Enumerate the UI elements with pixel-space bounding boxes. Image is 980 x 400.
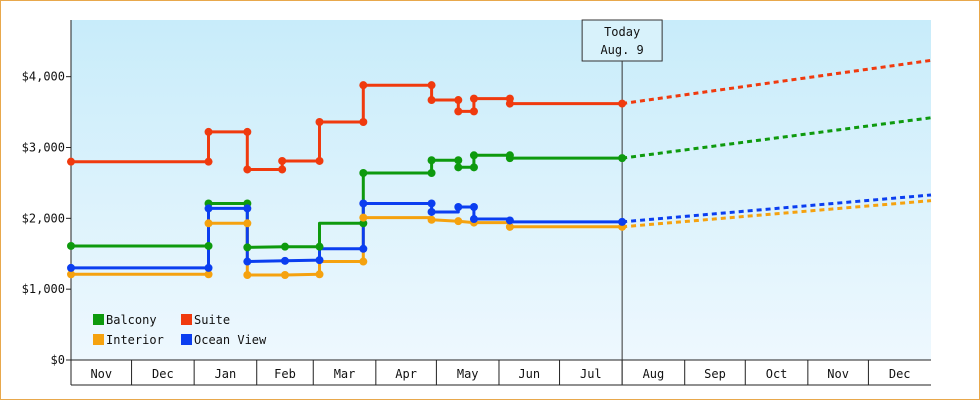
data-point-suite [359,118,368,126]
data-point-balcony [505,154,514,163]
data-point-balcony [454,156,463,165]
data-point-suite [67,157,75,166]
data-point-interior [505,222,514,231]
data-point-suite [315,118,324,126]
data-point-ocean-view [469,203,478,211]
data-point-suite [243,127,252,136]
data-point-ocean-view [427,199,436,208]
month-label: Jul [580,367,602,381]
data-point-ocean-view [204,263,213,272]
data-point-suite [315,156,324,165]
data-point-suite [469,107,478,116]
legend-swatch [181,334,192,345]
data-point-balcony [427,169,436,177]
data-point-interior [359,213,368,222]
data-point-balcony [359,219,368,228]
month-label: Aug [643,367,665,381]
month-label: Dec [152,367,174,381]
data-point-balcony [280,242,289,251]
data-point-balcony [67,241,75,250]
legend-label: Balcony [106,313,157,327]
month-label: Dec [889,367,911,381]
data-point-ocean-view [243,257,252,266]
data-point-ocean-view [204,204,213,213]
data-point-interior [427,215,436,224]
plot-background [71,20,931,360]
data-point-balcony [315,242,324,251]
forecast-line-ocean-view [621,193,932,224]
data-point-ocean-view [618,217,627,226]
y-tick-label: $4,000 [22,70,65,84]
today-label: Today [604,25,640,39]
data-point-balcony [204,241,213,250]
data-point-ocean-view [67,263,75,272]
data-point-ocean-view [315,256,324,265]
data-point-interior [204,270,213,279]
legend-label: Ocean View [194,333,267,347]
forecast-line-balcony [621,116,932,160]
legend-label: Interior [106,333,164,347]
legend-swatch [93,334,104,345]
data-point-balcony [618,154,627,163]
today-box [581,19,663,62]
data-point-interior [280,271,289,279]
data-point-suite [454,96,463,105]
data-point-suite [505,99,514,108]
y-tick-label: $3,000 [22,141,65,155]
data-point-interior [204,219,213,228]
data-point-ocean-view [243,204,252,213]
data-point-interior [243,219,252,228]
today-date: Aug. 9 [600,43,643,57]
data-point-suite [454,107,463,116]
data-point-balcony [243,243,252,252]
data-point-ocean-view [280,256,289,265]
data-point-suite [469,94,478,103]
forecast-line-interior [621,199,932,229]
month-label: May [457,367,479,381]
data-point-interior [454,217,463,226]
data-point-ocean-view [469,215,478,224]
data-point-ocean-view [505,216,514,225]
data-point-balcony [469,163,478,172]
data-point-interior [67,270,75,279]
data-point-suite [359,81,368,90]
data-point-ocean-view [454,203,463,211]
legend-swatch [181,314,192,325]
month-label: Apr [395,367,417,381]
data-point-balcony [469,151,478,160]
data-point-suite [278,156,287,165]
month-label: Feb [274,367,296,381]
data-point-suite [427,96,436,105]
data-point-ocean-view [359,199,368,208]
data-point-suite [278,165,287,174]
legend-swatch [93,314,104,325]
data-point-suite [243,165,252,174]
y-tick-label: $0 [51,353,65,367]
data-point-suite [204,127,213,136]
legend-label: Suite [194,313,230,327]
data-point-balcony [427,156,436,165]
data-point-suite [204,157,213,166]
month-label: Nov [827,367,849,381]
data-point-interior [359,257,368,266]
data-point-balcony [359,169,368,177]
month-label: Sep [704,367,726,381]
y-tick-label: $2,000 [22,211,65,225]
forecast-line-suite [621,58,932,106]
data-point-interior [243,271,252,279]
month-label: Mar [334,367,356,381]
data-point-ocean-view [427,207,436,216]
y-tick-label: $1,000 [22,282,65,296]
month-label: Oct [766,367,788,381]
data-point-suite [427,81,436,90]
month-label: Jun [518,367,540,381]
month-label: Nov [90,367,112,381]
data-point-balcony [454,163,463,172]
data-point-suite [618,99,627,108]
data-point-interior [315,270,324,279]
month-label: Jan [215,367,237,381]
data-point-ocean-view [359,244,368,253]
